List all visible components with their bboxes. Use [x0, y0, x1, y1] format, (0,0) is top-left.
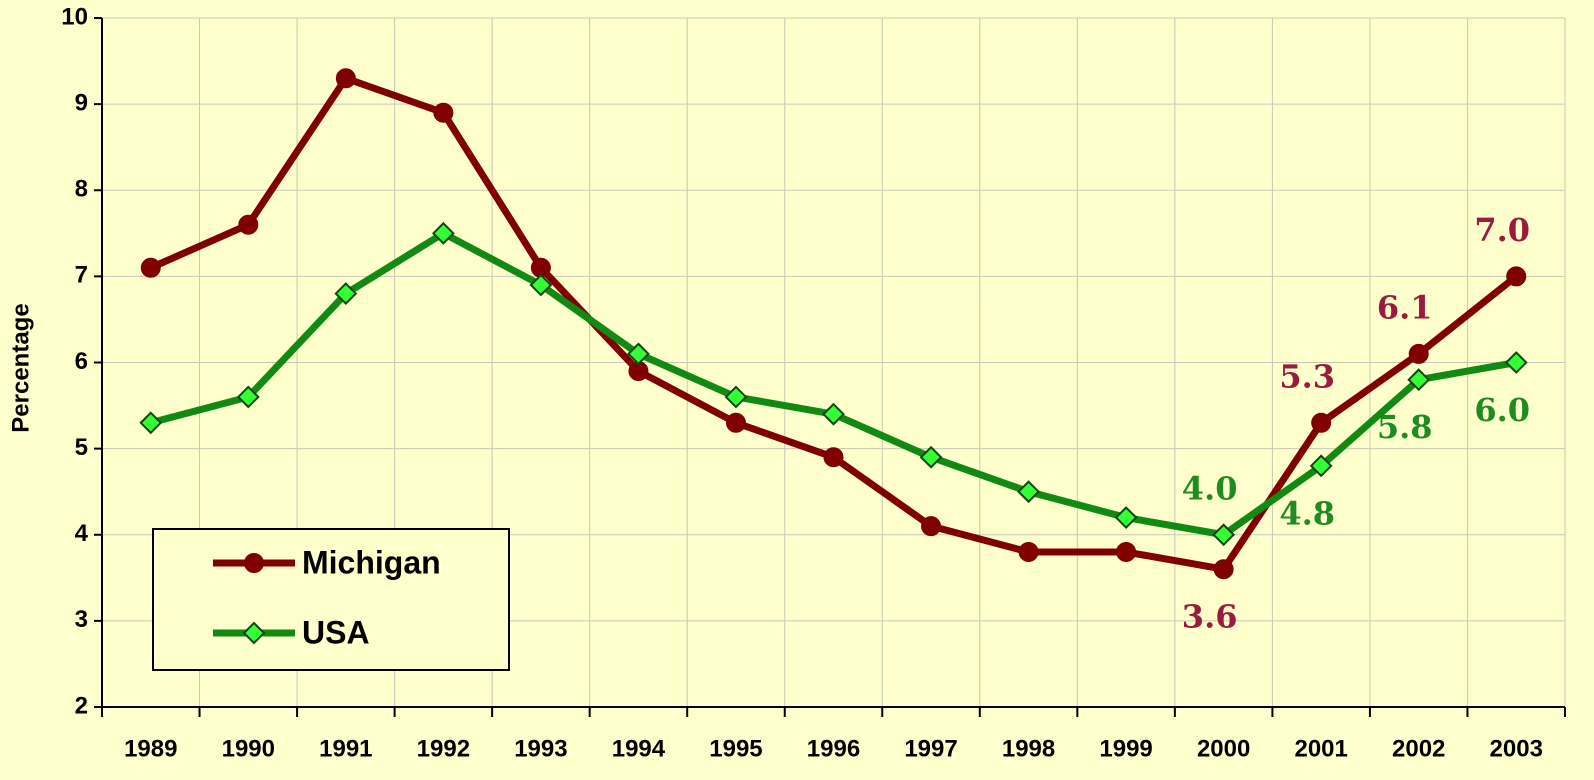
marker: [1213, 559, 1234, 580]
x-tick-label: 2002: [1392, 735, 1445, 762]
legend-label: Michigan: [302, 544, 441, 580]
legend-marker: [242, 621, 266, 645]
x-tick-label: 1990: [222, 735, 275, 762]
marker: [334, 282, 358, 306]
marker: [1212, 523, 1236, 547]
marker: [725, 412, 746, 433]
marker: [1017, 480, 1040, 504]
marker: [139, 411, 163, 435]
legend-box: [152, 528, 510, 671]
marker: [1311, 412, 1332, 433]
y-tick-label: 7: [75, 262, 88, 289]
data-label: 6.1: [1377, 288, 1433, 326]
data-label: 5.3: [1279, 357, 1335, 395]
x-tick-label: 1999: [1099, 735, 1152, 762]
marker: [1506, 266, 1527, 287]
x-tick-label: 2001: [1294, 735, 1347, 762]
x-tick-label: 1997: [904, 735, 957, 762]
y-axis-label: Percentage: [7, 303, 34, 432]
marker: [1309, 454, 1333, 478]
y-tick-label: 6: [75, 348, 88, 375]
marker: [919, 445, 943, 469]
x-tick-label: 1989: [124, 735, 177, 762]
marker: [1407, 368, 1431, 392]
marker: [921, 516, 942, 537]
marker: [433, 102, 454, 123]
y-tick-label: 3: [75, 606, 88, 633]
y-tick-label: 10: [61, 3, 88, 30]
marker: [1408, 343, 1429, 364]
x-tick-label: 2000: [1197, 735, 1250, 762]
x-tick-label: 1991: [319, 735, 372, 762]
data-label: 4.8: [1279, 494, 1335, 532]
data-label: 3.6: [1182, 598, 1238, 636]
x-tick-label: 1992: [417, 735, 470, 762]
legend-marker: [244, 553, 264, 573]
marker: [1018, 541, 1039, 562]
y-tick-label: 4: [75, 520, 89, 547]
data-label: 6.0: [1474, 391, 1530, 429]
x-tick-label: 1996: [807, 735, 860, 762]
x-tick-label: 1993: [514, 735, 567, 762]
legend-label: USA: [302, 614, 370, 650]
x-tick-label: 1995: [709, 735, 762, 762]
y-tick-label: 8: [75, 176, 88, 203]
y-tick-label: 5: [75, 434, 88, 461]
data-label: 4.0: [1182, 469, 1238, 507]
x-tick-label: 2003: [1490, 735, 1543, 762]
marker: [724, 385, 748, 409]
marker: [1504, 351, 1528, 374]
marker: [627, 342, 650, 366]
marker: [335, 68, 356, 89]
marker: [236, 385, 260, 409]
x-tick-label: 1994: [612, 735, 666, 762]
marker: [431, 221, 455, 245]
marker: [238, 214, 259, 235]
marker: [140, 257, 161, 278]
marker: [529, 273, 553, 297]
data-label: 5.8: [1377, 408, 1433, 446]
marker: [1116, 541, 1137, 562]
x-tick-label: 1998: [1002, 735, 1055, 762]
marker: [1114, 506, 1138, 529]
data-label: 7.0: [1474, 211, 1530, 249]
y-tick-label: 9: [75, 89, 88, 116]
y-tick-label: 2: [75, 692, 88, 719]
marker: [823, 447, 844, 468]
marker: [822, 402, 845, 426]
